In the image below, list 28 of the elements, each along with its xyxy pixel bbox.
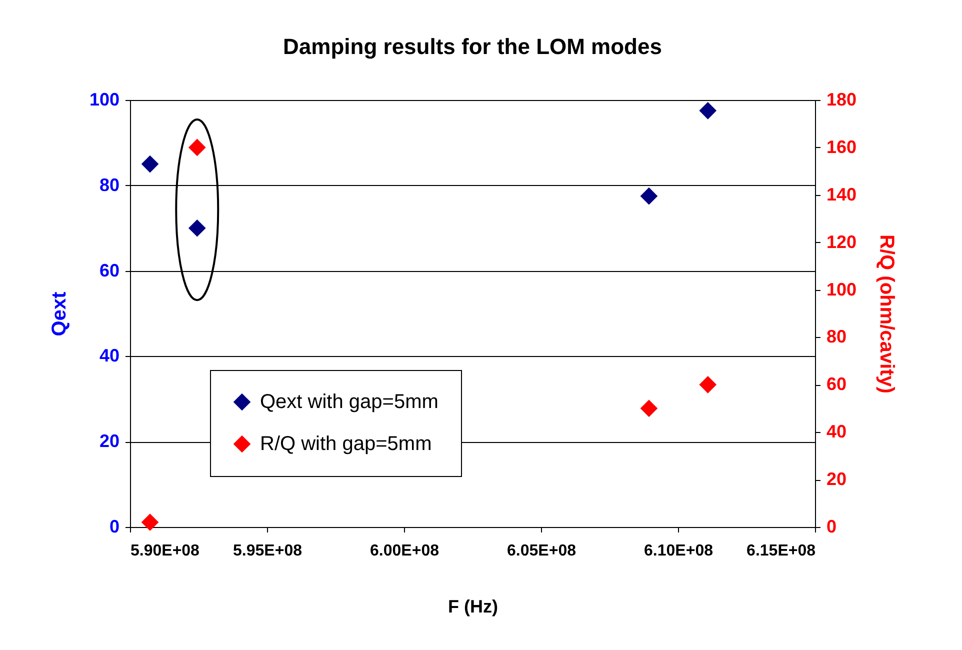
y2-tick-label: 120: [826, 232, 857, 252]
x-axis-title: F (Hz): [448, 596, 498, 616]
y-tick-label: 0: [109, 516, 120, 536]
x-tick-label: 5.90E+08: [130, 542, 200, 560]
y-axis-title: Qext: [48, 291, 70, 336]
y-tick-label: 20: [99, 431, 120, 452]
x-tick-label: 6.10E+08: [644, 542, 714, 560]
y2-tick-label: 180: [826, 90, 857, 110]
x-tick-label: 6.00E+08: [370, 542, 440, 560]
y-tick-label: 80: [99, 174, 120, 195]
y-tick-label: 100: [89, 90, 120, 110]
y2-tick-label: 100: [826, 279, 857, 300]
y2-tick-label: 80: [826, 326, 847, 347]
y2-tick-label: 140: [826, 184, 857, 204]
y2-tick-label: 0: [826, 516, 837, 536]
y2-tick-label: 40: [826, 422, 847, 442]
y2-tick-label: 20: [826, 469, 847, 490]
legend-label: R/Q with gap=5mm: [260, 433, 432, 455]
y-tick-label: 60: [99, 260, 120, 280]
legend-label: Qext with gap=5mm: [260, 391, 438, 413]
y-tick-label: 40: [99, 346, 120, 366]
y2-tick-label: 160: [826, 136, 857, 157]
x-tick-label: 5.95E+08: [233, 542, 302, 560]
y2-axis-title: R/Q (ohm/cavity): [876, 234, 898, 394]
y2-tick-label: 60: [826, 374, 847, 394]
x-tick-label: 6.05E+08: [507, 542, 576, 560]
x-tick-label: 6.15E+08: [746, 542, 816, 560]
chart-title: Damping results for the LOM modes: [283, 34, 662, 59]
